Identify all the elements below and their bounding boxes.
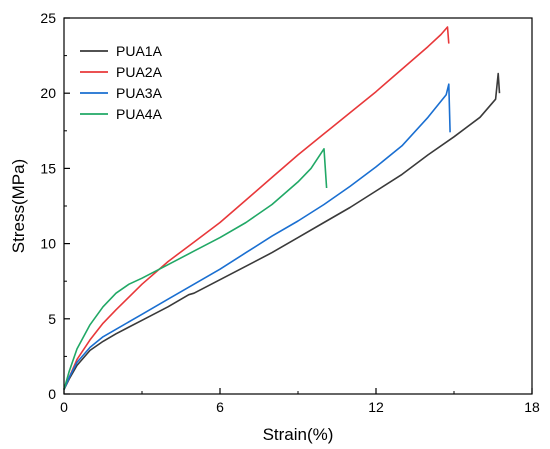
legend-label-pua2a: PUA2A	[116, 64, 163, 80]
series-line-pua1a	[63, 72, 501, 390]
x-axis-title: Strain(%)	[263, 425, 334, 444]
y-axis-ticks: 0 5 10 15 20 25	[40, 10, 70, 402]
series-line-pua4a	[63, 148, 328, 390]
plot-lines	[63, 26, 501, 390]
y-tick-label: 20	[40, 85, 56, 101]
y-tick-label: 10	[40, 236, 56, 252]
x-tick-label: 18	[524, 399, 540, 415]
x-tick-label: 0	[60, 399, 68, 415]
x-axis-ticks: 0 6 12 18	[60, 388, 540, 415]
y-tick-label: 5	[48, 311, 56, 327]
legend: PUA1A PUA2A PUA3A PUA4A	[80, 43, 163, 122]
y-axis-title: Stress(MPa)	[9, 159, 28, 253]
legend-label-pua4a: PUA4A	[116, 106, 163, 122]
series-line-pua2a	[63, 26, 450, 390]
legend-label-pua1a: PUA1A	[116, 43, 163, 59]
y-tick-label: 0	[48, 386, 56, 402]
x-tick-label: 12	[368, 399, 384, 415]
series-line-pua3a	[63, 83, 451, 390]
legend-label-pua3a: PUA3A	[116, 85, 163, 101]
x-tick-label: 6	[216, 399, 224, 415]
y-tick-label: 25	[40, 10, 56, 26]
y-tick-label: 15	[40, 160, 56, 176]
